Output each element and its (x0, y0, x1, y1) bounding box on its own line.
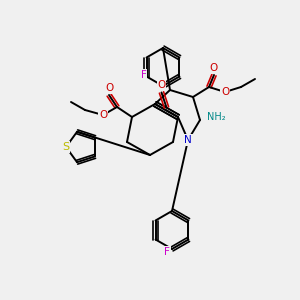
Text: O: O (221, 87, 229, 97)
Text: O: O (158, 80, 166, 91)
Text: NH₂: NH₂ (207, 112, 225, 122)
Text: F: F (141, 70, 146, 80)
Text: N: N (184, 135, 192, 145)
Text: O: O (210, 63, 218, 73)
Text: O: O (105, 83, 113, 93)
Text: S: S (62, 142, 70, 152)
Text: F: F (164, 247, 170, 257)
Text: O: O (99, 110, 107, 120)
